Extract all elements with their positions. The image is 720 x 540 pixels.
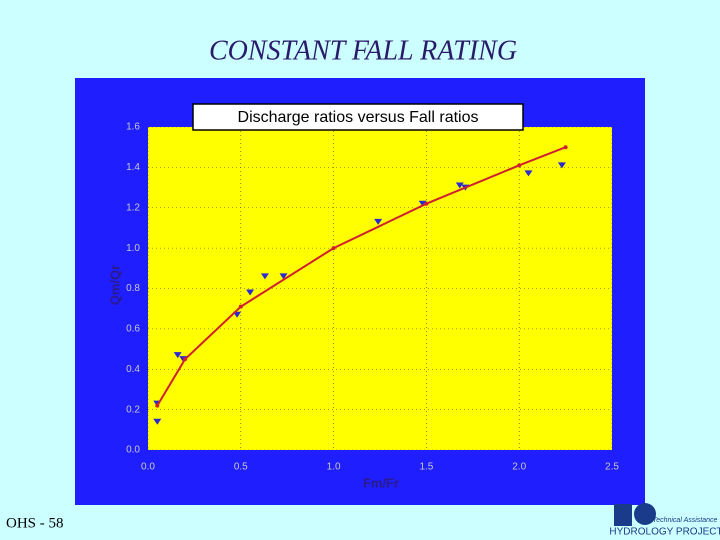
line-point — [331, 246, 336, 251]
line-point — [183, 357, 188, 362]
y-tick-label: 0.0 — [126, 445, 140, 456]
data-point — [418, 200, 427, 207]
logo: Technical Assistance HYDROLOGY PROJECT — [609, 503, 720, 538]
line-point — [517, 163, 522, 168]
logo-name: HYDROLOGY PROJECT — [609, 527, 720, 538]
data-point — [246, 289, 255, 296]
data-point — [374, 218, 383, 225]
slide-title: CONSTANT FALL RATING — [209, 35, 517, 66]
y-tick-label: 1.4 — [126, 162, 140, 173]
y-tick-label: 0.8 — [126, 283, 140, 294]
y-axis-label: Qm/Qr — [107, 265, 122, 305]
line-point — [563, 145, 568, 150]
y-tick-label: 0.4 — [126, 364, 140, 375]
x-tick-label: 1.5 — [419, 462, 433, 473]
x-tick-label: 2.5 — [605, 462, 619, 473]
data-point — [279, 273, 288, 280]
x-tick-label: 2.0 — [512, 462, 526, 473]
y-tick-label: 0.6 — [126, 324, 140, 335]
data-point — [557, 162, 566, 169]
y-tick-label: 1.2 — [126, 202, 140, 213]
logo-tagline: Technical Assistance — [653, 517, 718, 524]
logo-shape — [614, 504, 632, 526]
x-tick-label: 1.0 — [327, 462, 341, 473]
chart-title: Discharge ratios versus Fall ratios — [238, 109, 479, 126]
data-point — [455, 182, 464, 189]
data-point — [153, 418, 162, 425]
line-point — [238, 304, 243, 309]
logo-shape — [634, 503, 656, 525]
line-point — [155, 403, 160, 408]
x-tick-label: 0.5 — [234, 462, 248, 473]
line-point — [424, 201, 429, 206]
y-tick-label: 1.0 — [126, 243, 140, 254]
data-point — [524, 170, 533, 177]
x-tick-label: 0.0 — [141, 462, 155, 473]
footer: OHS - 58 — [6, 515, 64, 531]
y-tick-label: 1.6 — [126, 122, 140, 133]
data-point — [173, 352, 182, 359]
chart-title-box — [192, 103, 524, 131]
data-point — [260, 273, 269, 280]
x-axis-label: Fm/Fr — [363, 475, 399, 490]
y-tick-label: 0.2 — [126, 404, 140, 415]
